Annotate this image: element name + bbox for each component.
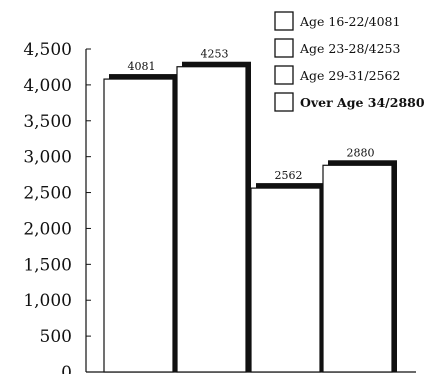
y-tick-label: 2,000 [23,219,72,239]
legend-swatch [274,92,294,112]
y-tick-label: 500 [40,327,72,347]
data-label: 2880 [347,146,375,159]
legend-label: Age 29-31/2562 [299,68,400,83]
legend-label: Age 23-28/4253 [299,41,401,56]
legend-label: Over Age 34/2880 [300,95,425,110]
y-tick-label: 1,000 [23,291,72,311]
data-label: 4081 [128,60,156,73]
data-label: 4253 [201,48,229,61]
bar [176,66,247,373]
y-tick-label: 3,500 [23,112,72,132]
legend-label: Age 16-22/4081 [299,14,400,29]
legend-swatch [274,65,294,85]
bar [322,164,393,373]
y-tick-label: 3,000 [23,148,72,168]
legend: Age 16-22/4081 Age 23-28/4253 Age 29-31/25… [274,11,425,112]
plot-area: 0 500 1,000 1,500 2,000 2,500 3,000 3,500 4,000 4… [23,40,416,374]
y-tick-label: 1,500 [23,255,72,275]
y-tick-label: 4,500 [23,40,72,60]
y-tick-label: 0 [61,363,72,374]
data-label: 2562 [275,169,303,182]
bar [250,187,321,373]
y-tick-label: 2,500 [23,184,72,204]
y-tick-label: 4,000 [23,76,72,96]
legend-swatch [274,11,294,31]
bar [103,78,174,373]
legend-swatch [274,38,294,58]
